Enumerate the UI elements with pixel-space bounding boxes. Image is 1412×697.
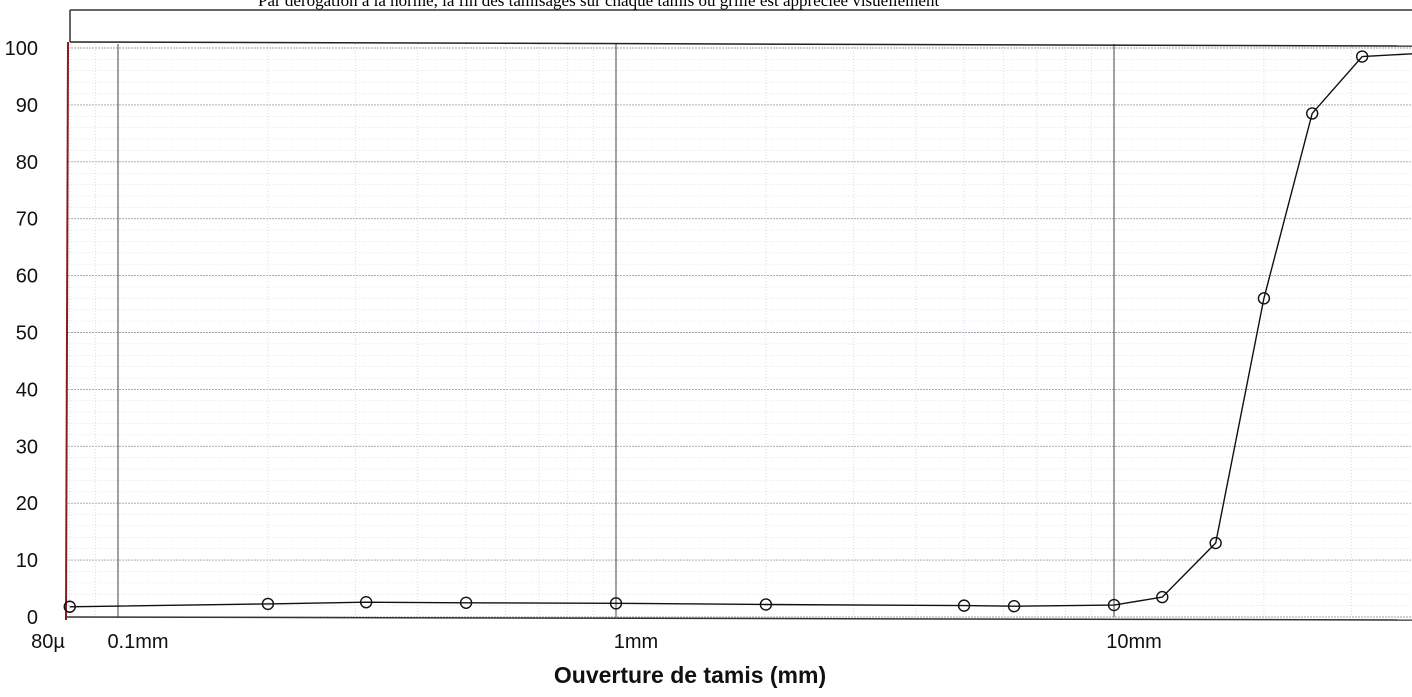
x-tick-labels: 80µ 0.1mm 1mm 10mm bbox=[31, 631, 1162, 653]
y-axis-line bbox=[65, 41, 69, 621]
data-point bbox=[957, 599, 971, 612]
x-tick-label: 10mm bbox=[1106, 631, 1162, 653]
x-tick-label: 1mm bbox=[614, 631, 658, 653]
x-tick-label: 0.1mm bbox=[107, 631, 168, 653]
y-tick-label: 70 bbox=[16, 209, 38, 231]
y-tick-label: 90 bbox=[16, 95, 38, 117]
x-tick-label: 80µ bbox=[31, 631, 65, 653]
frame-layer bbox=[65, 9, 1412, 621]
y-tick-label: 20 bbox=[16, 493, 38, 515]
series-layer bbox=[63, 50, 1412, 613]
data-point bbox=[609, 597, 623, 610]
series-line bbox=[69, 53, 1412, 608]
data-point bbox=[759, 598, 773, 611]
y-tick-label: 100 bbox=[5, 38, 38, 60]
data-point bbox=[459, 596, 473, 609]
y-tick-label: 10 bbox=[16, 550, 38, 572]
y-tick-label: 0 bbox=[27, 607, 38, 629]
data-point bbox=[1305, 107, 1319, 120]
plot-top-border bbox=[69, 41, 1412, 47]
data-point bbox=[1107, 598, 1121, 612]
data-point bbox=[1156, 590, 1169, 604]
data-point bbox=[261, 597, 275, 611]
header-note: Par dérogation à la norme, la fin des ta… bbox=[258, 0, 939, 10]
y-tick-label: 60 bbox=[16, 266, 38, 288]
y-tick-label: 30 bbox=[16, 436, 38, 458]
grid-layer bbox=[68, 44, 1412, 618]
data-point bbox=[63, 600, 76, 613]
data-point bbox=[1209, 536, 1222, 550]
data-point bbox=[1257, 292, 1271, 305]
x-axis-label: Ouverture de tamis (mm) bbox=[554, 662, 826, 688]
y-tick-label: 50 bbox=[16, 323, 38, 345]
plot-bottom-border bbox=[65, 616, 1412, 621]
data-point bbox=[1007, 599, 1021, 613]
y-tick-label: 40 bbox=[16, 379, 38, 401]
data-point bbox=[359, 596, 373, 609]
y-tick-label: 80 bbox=[16, 152, 38, 174]
y-tick-labels: 0 10 20 30 40 50 60 70 80 90 100 bbox=[5, 38, 38, 629]
data-point bbox=[1355, 50, 1369, 63]
